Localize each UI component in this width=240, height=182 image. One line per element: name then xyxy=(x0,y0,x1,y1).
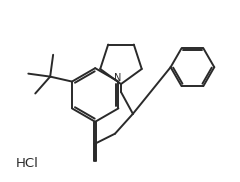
Text: HCl: HCl xyxy=(16,157,39,170)
Text: N: N xyxy=(114,73,122,83)
